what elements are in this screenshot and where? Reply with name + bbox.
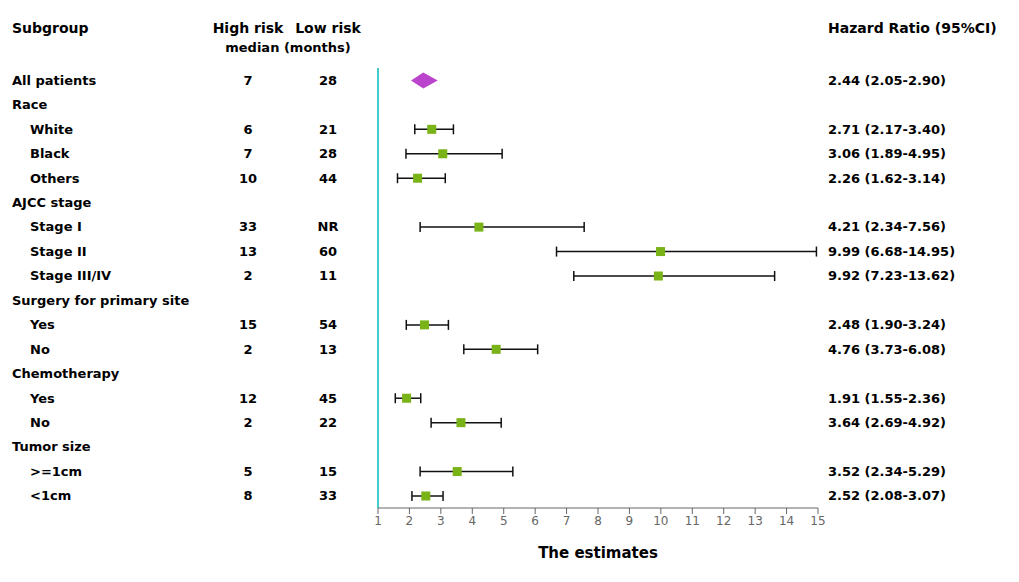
svg-text:28: 28	[319, 146, 337, 161]
svg-text:4: 4	[468, 514, 476, 528]
svg-text:13: 13	[319, 342, 337, 357]
svg-text:15: 15	[810, 514, 825, 528]
svg-text:2: 2	[243, 342, 252, 357]
svg-text:3: 3	[437, 514, 445, 528]
svg-text:28: 28	[319, 73, 337, 88]
svg-text:8: 8	[243, 488, 252, 503]
svg-text:2.52 (2.08-3.07): 2.52 (2.08-3.07)	[828, 488, 946, 503]
svg-text:12: 12	[239, 391, 257, 406]
svg-text:2.48 (1.90-3.24): 2.48 (1.90-3.24)	[828, 317, 946, 332]
svg-text:54: 54	[319, 317, 337, 332]
html-text:Subgroup: Subgroup	[12, 20, 89, 36]
svg-text:11: 11	[685, 514, 700, 528]
svg-text:3.52 (2.34-5.29): 3.52 (2.34-5.29)	[828, 464, 946, 479]
svg-text:1.91 (1.55-2.36): 1.91 (1.55-2.36)	[828, 391, 946, 406]
svg-text:15: 15	[239, 317, 257, 332]
svg-text:Yes: Yes	[29, 317, 55, 332]
svg-text:No: No	[30, 342, 50, 357]
svg-text:5: 5	[500, 514, 508, 528]
svg-text:22: 22	[319, 415, 337, 430]
svg-text:3.06 (1.89-4.95): 3.06 (1.89-4.95)	[828, 146, 946, 161]
svg-text:Black: Black	[30, 146, 70, 161]
svg-text:33: 33	[239, 219, 257, 234]
svg-text:Stage III/IV: Stage III/IV	[30, 268, 111, 283]
svg-text:9.99 (6.68-14.95): 9.99 (6.68-14.95)	[828, 244, 955, 259]
svg-text:13: 13	[748, 514, 763, 528]
svg-text:Stage II: Stage II	[30, 244, 87, 259]
svg-text:7: 7	[243, 146, 252, 161]
svg-text:6: 6	[531, 514, 539, 528]
svg-text:AJCC stage: AJCC stage	[12, 195, 92, 210]
svg-text:2.26 (1.62-3.14): 2.26 (1.62-3.14)	[828, 171, 946, 186]
svg-text:2: 2	[243, 415, 252, 430]
svg-text:The estimates: The estimates	[538, 544, 658, 562]
svg-text:3.64 (2.69-4.92): 3.64 (2.69-4.92)	[828, 415, 946, 430]
svg-text:All patients: All patients	[12, 73, 97, 88]
svg-text:Yes: Yes	[29, 391, 55, 406]
html-text:median (months): median (months)	[225, 40, 351, 55]
svg-text:5: 5	[243, 464, 252, 479]
svg-text:Stage I: Stage I	[30, 219, 82, 234]
svg-text:6: 6	[243, 122, 252, 137]
svg-text:Others: Others	[30, 171, 80, 186]
html-text:Hazard Ratio (95%CI): Hazard Ratio (95%CI)	[828, 20, 997, 36]
svg-text:4.76 (3.73-6.08): 4.76 (3.73-6.08)	[828, 342, 946, 357]
svg-text:Chemotherapy: Chemotherapy	[12, 366, 120, 381]
svg-text:Tumor size: Tumor size	[12, 439, 91, 454]
svg-text:12: 12	[716, 514, 731, 528]
svg-text:13: 13	[239, 244, 257, 259]
svg-text:10: 10	[239, 171, 257, 186]
svg-text:7: 7	[243, 73, 252, 88]
svg-text:1: 1	[374, 514, 382, 528]
svg-text:9.92 (7.23-13.62): 9.92 (7.23-13.62)	[828, 268, 955, 283]
html-text:High risk: High risk	[212, 20, 284, 36]
svg-text:45: 45	[319, 391, 337, 406]
svg-text:15: 15	[319, 464, 337, 479]
svg-text:21: 21	[319, 122, 337, 137]
svg-text:2: 2	[406, 514, 414, 528]
svg-text:Surgery for primary site: Surgery for primary site	[12, 293, 189, 308]
svg-text:>=1cm: >=1cm	[30, 464, 82, 479]
svg-text:10: 10	[653, 514, 668, 528]
svg-text:NR: NR	[318, 219, 339, 234]
svg-text:9: 9	[626, 514, 634, 528]
svg-text:2.71 (2.17-3.40): 2.71 (2.17-3.40)	[828, 122, 946, 137]
svg-text:<1cm: <1cm	[30, 488, 71, 503]
svg-text:No: No	[30, 415, 50, 430]
svg-text:White: White	[30, 122, 73, 137]
svg-text:Race: Race	[12, 97, 47, 112]
svg-text:33: 33	[319, 488, 337, 503]
svg-text:8: 8	[594, 514, 602, 528]
svg-text:2: 2	[243, 268, 252, 283]
svg-text:11: 11	[319, 268, 337, 283]
svg-text:7: 7	[563, 514, 571, 528]
html-text:Low risk: Low risk	[295, 20, 361, 36]
svg-text:2.44 (2.05-2.90): 2.44 (2.05-2.90)	[828, 73, 946, 88]
svg-text:14: 14	[779, 514, 794, 528]
svg-text:4.21 (2.34-7.56): 4.21 (2.34-7.56)	[828, 219, 946, 234]
svg-text:44: 44	[319, 171, 337, 186]
svg-text:60: 60	[319, 244, 337, 259]
